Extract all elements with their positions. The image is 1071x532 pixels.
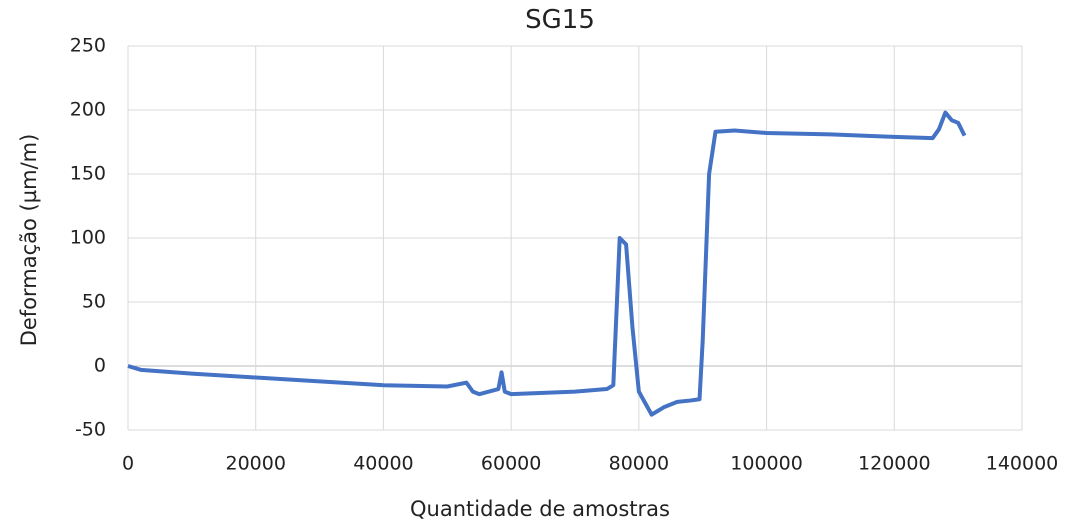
x-tick-label: 40000 [353, 453, 413, 475]
x-tick-label: 120000 [858, 453, 931, 475]
x-tick-label: 80000 [609, 453, 669, 475]
y-tick-label: 50 [82, 291, 106, 313]
x-tick-label: 100000 [730, 453, 803, 475]
chart-title: SG15 [525, 5, 595, 35]
x-tick-label: 140000 [986, 453, 1059, 475]
y-tick-label: 0 [94, 355, 106, 377]
y-tick-label: 150 [70, 163, 106, 185]
y-tick-label: -50 [75, 419, 106, 441]
y-tick-label: 250 [70, 35, 106, 57]
data-line [127, 110, 967, 417]
x-tick-label: 60000 [481, 453, 541, 475]
x-tick-label: 0 [122, 453, 134, 475]
x-axis-label: Quantidade de amostras [410, 497, 670, 521]
y-tick-label: 200 [70, 99, 106, 121]
x-tick-label: 20000 [225, 453, 285, 475]
y-tick-label: 100 [70, 227, 106, 249]
y-axis-label: Deformação (µm/m) [17, 134, 41, 347]
